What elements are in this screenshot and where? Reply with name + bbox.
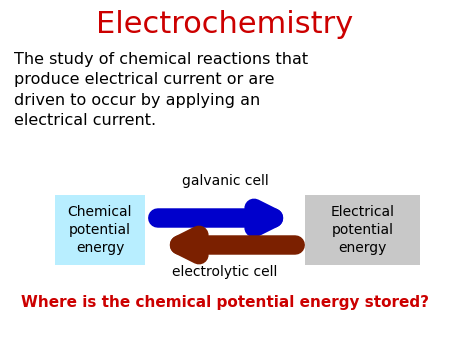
Text: Where is the chemical potential energy stored?: Where is the chemical potential energy s… bbox=[21, 295, 429, 310]
Text: galvanic cell: galvanic cell bbox=[182, 174, 268, 188]
Text: Electrochemistry: Electrochemistry bbox=[96, 10, 354, 39]
Text: Electrical
potential
energy: Electrical potential energy bbox=[330, 204, 395, 256]
Text: Chemical
potential
energy: Chemical potential energy bbox=[68, 204, 132, 256]
FancyBboxPatch shape bbox=[305, 195, 420, 265]
Text: The study of chemical reactions that
produce electrical current or are
driven to: The study of chemical reactions that pro… bbox=[14, 52, 308, 128]
Text: electrolytic cell: electrolytic cell bbox=[172, 265, 278, 279]
FancyBboxPatch shape bbox=[55, 195, 145, 265]
